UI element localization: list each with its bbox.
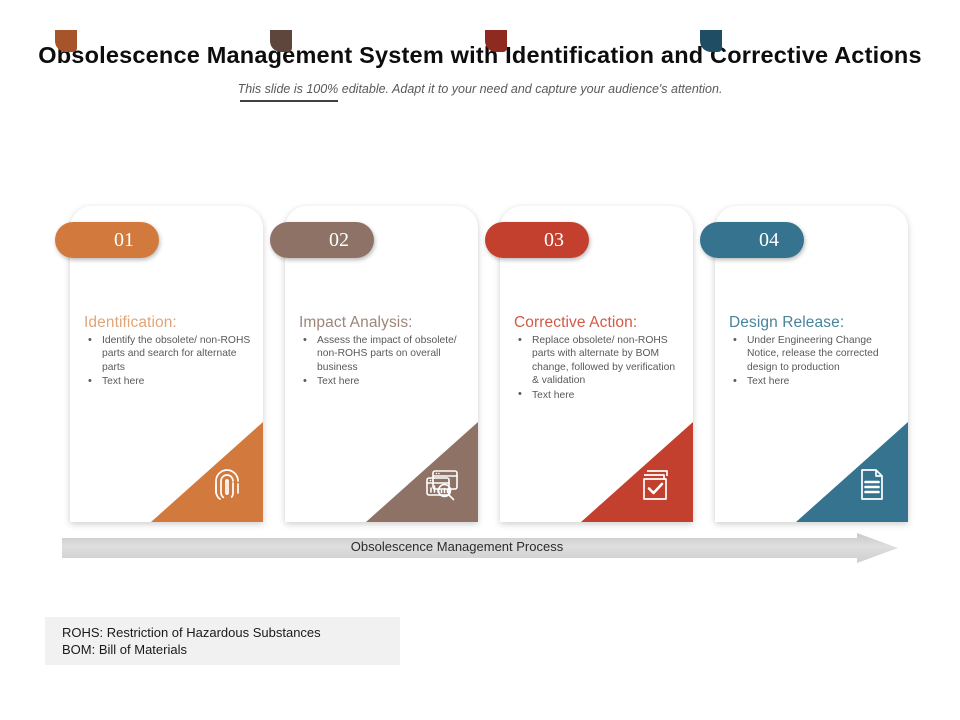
legend-line-bom: BOM: Bill of Materials bbox=[62, 642, 187, 657]
card-bullet: Under Engineering Change Notice, release… bbox=[729, 333, 897, 374]
card-bullets-1: Identify the obsolete/ non-ROHS parts an… bbox=[84, 333, 252, 389]
document-icon bbox=[850, 462, 894, 506]
card-bullet: Text here bbox=[729, 375, 897, 389]
card-bullet: Assess the impact of obsolete/ non-ROHS … bbox=[299, 333, 467, 374]
window-chart-search-icon bbox=[420, 462, 464, 506]
card-corner-accent-3 bbox=[581, 422, 693, 522]
card-body-4: Design Release: Under Engineering Change… bbox=[729, 314, 897, 390]
process-arrow-label: Obsolescence Management Process bbox=[350, 539, 564, 554]
card-bullet: Text here bbox=[514, 388, 682, 402]
badge-tail-2 bbox=[270, 30, 292, 52]
card-corner-accent-4 bbox=[796, 422, 908, 522]
page-title: Obsolescence Management System with Iden… bbox=[38, 42, 922, 68]
card-body-2: Impact Analysis: Assess the impact of ob… bbox=[299, 314, 467, 390]
card-bullets-4: Under Engineering Change Notice, release… bbox=[729, 333, 897, 389]
card-corner-accent-1 bbox=[151, 422, 263, 522]
card-bullet: Text here bbox=[84, 375, 252, 389]
step-badge-2[interactable]: 02 bbox=[270, 222, 374, 258]
card-bullet: Identify the obsolete/ non-ROHS parts an… bbox=[84, 333, 252, 374]
process-arrow-shape bbox=[62, 533, 898, 563]
card-heading-2: Impact Analysis: bbox=[299, 314, 413, 331]
legend-line-rohs: ROHS: Restriction of Hazardous Substance… bbox=[62, 625, 321, 640]
card-heading-1: Identification: bbox=[84, 314, 177, 331]
badge-tail-4 bbox=[700, 30, 722, 52]
legend-box: ROHS: Restriction of Hazardous Substance… bbox=[45, 617, 400, 665]
process-card-2[interactable]: Impact Analysis: Assess the impact of ob… bbox=[285, 206, 478, 522]
step-badge-3[interactable]: 03 bbox=[485, 222, 589, 258]
card-heading-4: Design Release: bbox=[729, 314, 845, 331]
card-bullets-3: Replace obsolete/ non-ROHS parts with al… bbox=[514, 334, 682, 402]
card-body-3: Corrective Action: Replace obsolete/ non… bbox=[514, 314, 682, 403]
card-heading-3: Corrective Action: bbox=[514, 314, 638, 331]
process-card-1[interactable]: Identification: Identify the obsolete/ n… bbox=[70, 206, 263, 522]
process-card-3[interactable]: Corrective Action: Replace obsolete/ non… bbox=[500, 206, 693, 522]
badge-tail-3 bbox=[485, 30, 507, 52]
card-bullet: Text here bbox=[299, 375, 467, 389]
fingerprint-icon bbox=[205, 462, 249, 506]
card-bullet: Replace obsolete/ non-ROHS parts with al… bbox=[514, 334, 682, 388]
page-subtitle: This slide is 100% editable. Adapt it to… bbox=[237, 82, 723, 96]
step-badge-1[interactable]: 01 bbox=[55, 222, 159, 258]
badge-tail-1 bbox=[55, 30, 77, 52]
subtitle-underline bbox=[240, 100, 338, 102]
card-body-1: Identification: Identify the obsolete/ n… bbox=[84, 314, 252, 390]
step-badge-4[interactable]: 04 bbox=[700, 222, 804, 258]
card-bullets-2: Assess the impact of obsolete/ non-ROHS … bbox=[299, 333, 467, 389]
process-card-4[interactable]: Design Release: Under Engineering Change… bbox=[715, 206, 908, 522]
checkbox-check-icon bbox=[635, 462, 679, 506]
subtitle-container: This slide is 100% editable. Adapt it to… bbox=[0, 80, 960, 98]
